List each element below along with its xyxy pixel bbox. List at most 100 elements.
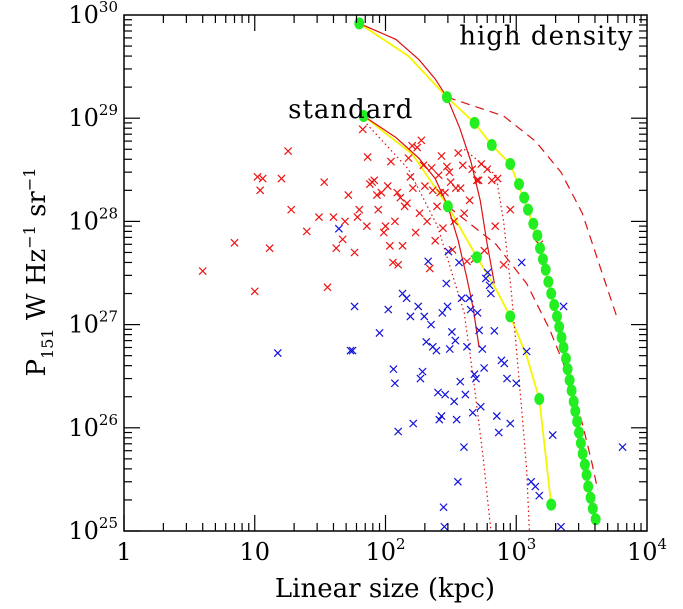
blue-x-point — [346, 346, 355, 355]
model-point — [549, 298, 560, 311]
blue-x-point — [454, 258, 464, 267]
blue-x-point — [416, 374, 425, 383]
blue-x-point — [475, 326, 484, 335]
blue-x-point — [384, 305, 393, 314]
red-x-point — [396, 193, 405, 202]
red-x-point — [428, 186, 437, 195]
blue-x-point — [442, 279, 451, 288]
blue-x-point — [414, 302, 423, 311]
y-tick-label-base: 10 — [68, 414, 99, 442]
red-x-point — [448, 245, 457, 254]
red-x-point — [440, 188, 449, 197]
red-x-point — [398, 241, 407, 250]
red-x-point — [462, 257, 472, 266]
blue-x-point — [500, 359, 509, 368]
blue-x-point — [420, 312, 429, 321]
red-x-point — [287, 205, 296, 214]
y-tick-label-base: 10 — [68, 104, 99, 132]
y-axis-title-rest2: sr — [22, 191, 52, 226]
red-x-point — [355, 205, 364, 214]
blue-x-point — [473, 308, 482, 317]
blue-x-point — [447, 327, 456, 336]
red-x-point — [338, 235, 347, 244]
blue-x-point — [409, 419, 418, 428]
blue-x-point — [453, 477, 462, 486]
blue-x-point — [457, 294, 466, 303]
blue-x-point — [492, 412, 501, 421]
red-x-point — [433, 202, 442, 211]
y-tick-label-exp: 30 — [99, 0, 118, 16]
red-x-point — [472, 176, 481, 185]
model-point — [558, 341, 569, 354]
red-x-point — [381, 222, 390, 231]
red-x-point — [393, 188, 402, 197]
red-x-point — [323, 283, 332, 292]
plot-frame — [123, 14, 648, 532]
red-x-point — [385, 241, 394, 250]
model-point — [587, 502, 598, 515]
model-point — [552, 310, 563, 323]
red-x-point — [250, 287, 259, 296]
blue-x-point — [441, 390, 450, 399]
red-x-point — [372, 191, 381, 200]
blue-x-point — [517, 258, 526, 267]
red-x-point — [468, 165, 477, 174]
model-point — [519, 191, 530, 204]
red-x-point — [406, 172, 415, 181]
blue-x-point — [494, 428, 503, 437]
red-x-point — [253, 172, 262, 181]
model-point — [560, 352, 571, 365]
red-x-point — [474, 176, 483, 185]
red-x-point — [256, 186, 265, 195]
red-x-point — [363, 153, 372, 162]
model-point — [556, 331, 567, 344]
red-x-point — [460, 209, 469, 218]
blue-x-point — [465, 294, 474, 303]
red-x-point — [483, 165, 492, 174]
curve-solid-1 — [363, 115, 553, 505]
blue-x-point — [502, 374, 512, 383]
x-tick-label-base: 1 — [116, 538, 131, 566]
blue-x-point — [394, 427, 403, 436]
x-tick-label: 104 — [627, 535, 667, 566]
y-tick-label: 1025 — [68, 514, 118, 545]
blue-x-point — [375, 328, 384, 337]
annotation-standard: standard — [288, 95, 413, 125]
red-x-point — [340, 217, 350, 226]
red-x-point — [230, 238, 239, 247]
y-tick-label-exp: 27 — [99, 308, 118, 326]
blue-x-point — [440, 522, 449, 531]
red-x-point — [383, 182, 392, 191]
red-x-point — [374, 205, 383, 214]
y-tick-label: 1029 — [68, 101, 118, 132]
blue-x-point — [476, 402, 485, 411]
red-x-point — [431, 236, 440, 245]
model-point — [486, 138, 497, 151]
model-point — [562, 363, 573, 376]
blue-x-point — [390, 379, 399, 388]
blue-x-point — [350, 302, 359, 311]
red-x-point — [465, 196, 474, 205]
red-x-point — [427, 163, 436, 172]
red-x-point — [487, 176, 496, 185]
y-tick-label-exp: 28 — [99, 204, 118, 222]
red-x-point — [442, 162, 451, 171]
blue-x-point — [490, 326, 499, 335]
x-tick-label-exp: 2 — [396, 535, 406, 553]
model-point — [583, 480, 594, 493]
x-tick-label-base: 10 — [239, 538, 270, 566]
red-x-point — [413, 143, 422, 152]
blue-x-point — [618, 443, 627, 452]
blue-x-point — [437, 412, 446, 421]
y-axis-title-sub: 151 — [38, 328, 57, 359]
curve-dotted-4 — [363, 120, 492, 532]
red-x-point — [438, 224, 447, 233]
x-tick-label-exp: 4 — [658, 535, 668, 553]
model-point — [554, 320, 565, 333]
red-x-point — [350, 248, 359, 257]
red-x-point — [458, 161, 467, 170]
blue-x-point — [483, 268, 492, 277]
curve-dashed-6 — [446, 96, 619, 321]
ticks — [123, 15, 647, 532]
